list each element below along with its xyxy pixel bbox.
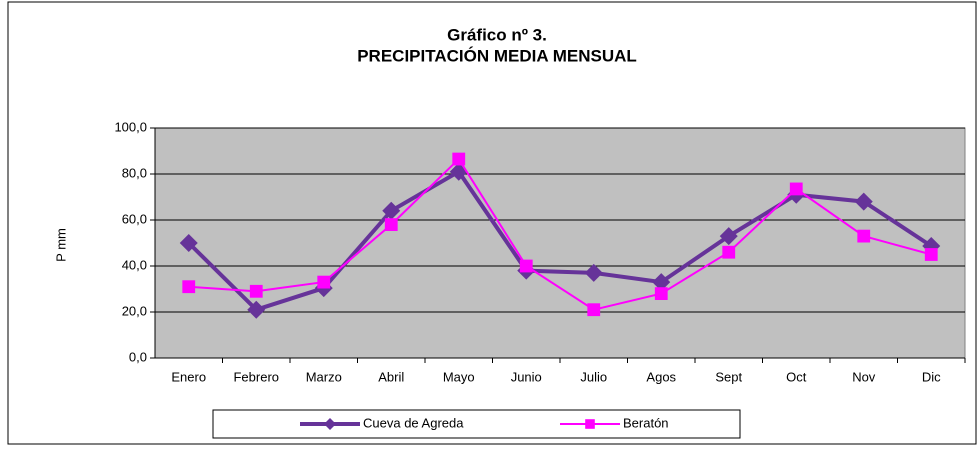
x-tick-label: Dic bbox=[922, 369, 941, 384]
x-tick-label: Enero bbox=[171, 369, 206, 384]
marker bbox=[179, 234, 198, 252]
x-tick-label: Abril bbox=[378, 369, 404, 384]
x-tick-label: Mayo bbox=[443, 369, 475, 384]
x-tick-label: Julio bbox=[580, 369, 607, 384]
marker bbox=[382, 201, 401, 220]
marker bbox=[857, 229, 871, 243]
y-axis-label: P mm bbox=[53, 228, 68, 262]
x-tick-label: Nov bbox=[852, 369, 876, 384]
series-line bbox=[188, 157, 932, 311]
marker bbox=[324, 418, 336, 430]
marker bbox=[452, 152, 466, 166]
y-tick-label: 80,0 bbox=[122, 165, 147, 180]
y-tick-label: 0,0 bbox=[129, 349, 147, 364]
legend-label: Cueva de Agreda bbox=[363, 415, 464, 430]
marker bbox=[652, 273, 671, 292]
y-tick-label: 60,0 bbox=[122, 211, 147, 226]
legend-label: Beratón bbox=[623, 415, 669, 430]
x-tick-label: Febrero bbox=[233, 369, 279, 384]
marker bbox=[247, 300, 266, 319]
x-tick-label: Junio bbox=[511, 369, 542, 384]
marker bbox=[182, 280, 196, 294]
marker bbox=[587, 303, 601, 317]
marker bbox=[584, 263, 603, 282]
marker bbox=[519, 259, 533, 273]
marker bbox=[722, 245, 736, 259]
x-tick-label: Agos bbox=[646, 369, 676, 384]
x-tick-label: Oct bbox=[786, 369, 807, 384]
marker bbox=[317, 275, 331, 289]
chart-title: PRECIPITACIÓN MEDIA MENSUAL bbox=[357, 46, 637, 65]
y-tick-label: 40,0 bbox=[122, 257, 147, 272]
plot-area bbox=[154, 127, 966, 359]
x-tick-label: Sept bbox=[715, 369, 742, 384]
marker bbox=[654, 287, 668, 300]
marker bbox=[719, 227, 738, 246]
marker bbox=[854, 192, 873, 211]
marker bbox=[924, 248, 938, 261]
marker bbox=[585, 419, 595, 429]
marker bbox=[249, 284, 263, 298]
marker bbox=[789, 182, 803, 196]
y-tick-label: 20,0 bbox=[122, 303, 147, 318]
marker bbox=[384, 218, 398, 231]
chart-title: Gráfico nº 3. bbox=[447, 25, 547, 44]
y-tick-label: 100,0 bbox=[114, 119, 147, 134]
x-tick-label: Marzo bbox=[306, 369, 342, 384]
